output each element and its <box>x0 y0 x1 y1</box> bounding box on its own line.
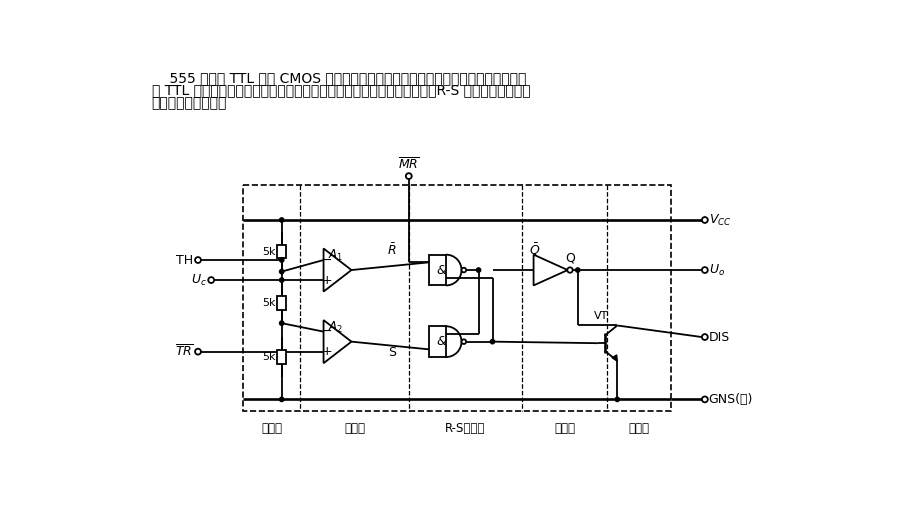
Circle shape <box>615 397 620 401</box>
Text: 555 电路分 TTL 型和 CMOS 型两大类，它们的内部是由许多半导体元件组成的，图: 555 电路分 TTL 型和 CMOS 型两大类，它们的内部是由许多半导体元件组… <box>152 71 526 85</box>
Text: $A_1$: $A_1$ <box>328 248 344 263</box>
Text: VT: VT <box>594 311 608 321</box>
Circle shape <box>280 321 284 325</box>
Polygon shape <box>324 320 352 363</box>
Circle shape <box>702 334 708 340</box>
Bar <box>277 244 286 259</box>
Text: 是 TTL 型电路的内部结构图，从图中可以看出，它是由分压器、比较器、R-S 触发器、输出级和: 是 TTL 型电路的内部结构图，从图中可以看出，它是由分压器、比较器、R-S 触… <box>152 84 530 97</box>
Text: −: − <box>322 325 333 338</box>
Circle shape <box>575 268 580 272</box>
Circle shape <box>567 267 573 273</box>
Text: $U_o$: $U_o$ <box>709 263 725 278</box>
Text: $U_c$: $U_c$ <box>190 273 207 288</box>
Text: 5k: 5k <box>262 352 275 362</box>
Circle shape <box>462 339 466 344</box>
Circle shape <box>702 396 708 402</box>
Circle shape <box>476 268 481 272</box>
Circle shape <box>280 270 284 274</box>
Circle shape <box>195 349 201 355</box>
Bar <box>277 296 286 310</box>
Bar <box>429 326 446 357</box>
Circle shape <box>195 257 201 263</box>
Circle shape <box>702 217 708 223</box>
Text: 放电开关等组成的。: 放电开关等组成的。 <box>152 96 227 110</box>
Text: TH: TH <box>176 254 193 267</box>
Text: DIS: DIS <box>709 331 730 343</box>
Circle shape <box>406 173 411 179</box>
Text: +: + <box>322 345 333 358</box>
Text: 5k: 5k <box>262 246 275 257</box>
Text: $\overline{MR}$: $\overline{MR}$ <box>398 157 419 172</box>
Circle shape <box>208 277 214 283</box>
Text: S: S <box>388 346 396 359</box>
Bar <box>429 255 446 285</box>
Text: 5k: 5k <box>262 298 275 308</box>
Bar <box>243 185 671 411</box>
Text: $\bar{Q}$: $\bar{Q}$ <box>529 241 541 258</box>
Text: R-S触发器: R-S触发器 <box>446 422 485 435</box>
Text: Q: Q <box>565 251 575 265</box>
Polygon shape <box>612 355 617 361</box>
Text: 输出级: 输出级 <box>554 422 575 435</box>
Text: −: − <box>322 254 333 267</box>
Circle shape <box>280 218 284 222</box>
Circle shape <box>280 258 284 262</box>
Circle shape <box>462 268 466 272</box>
Text: GNS(地): GNS(地) <box>709 393 753 406</box>
Circle shape <box>280 278 284 282</box>
Circle shape <box>491 339 494 344</box>
Text: &: & <box>437 335 446 348</box>
Text: 分压器: 分压器 <box>261 422 282 435</box>
Polygon shape <box>534 255 567 285</box>
Bar <box>277 350 286 364</box>
Text: $A_2$: $A_2$ <box>328 320 344 335</box>
Text: +: + <box>322 274 333 286</box>
Text: &: & <box>437 264 446 277</box>
Text: $\bar{R}$: $\bar{R}$ <box>387 243 397 259</box>
Text: 比较器: 比较器 <box>344 422 365 435</box>
Text: $V_{CC}$: $V_{CC}$ <box>709 213 732 228</box>
Circle shape <box>280 397 284 401</box>
Polygon shape <box>324 248 352 291</box>
Circle shape <box>702 267 708 273</box>
Text: $\overline{TR}$: $\overline{TR}$ <box>175 344 193 360</box>
Text: 放电级: 放电级 <box>629 422 649 435</box>
